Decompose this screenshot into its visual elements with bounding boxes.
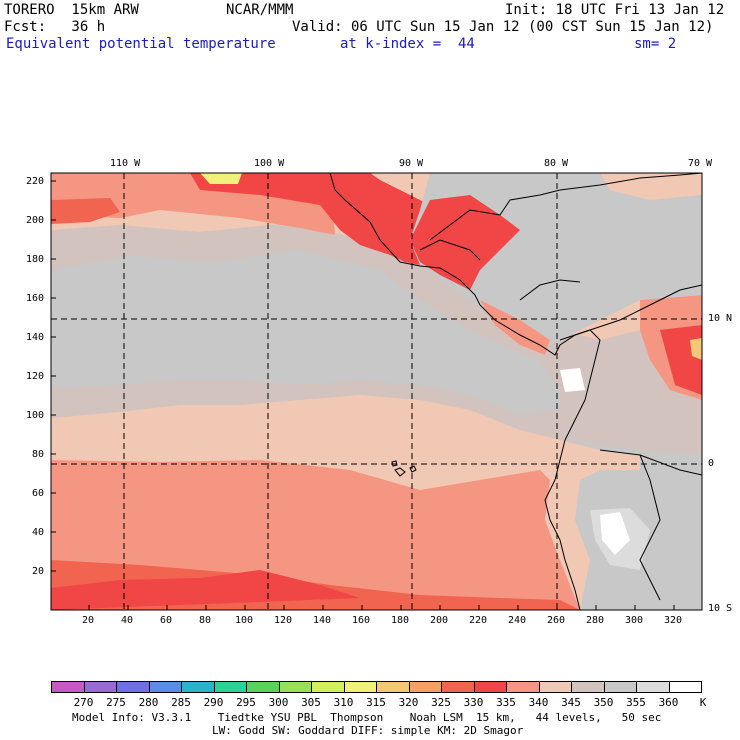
x-tick-label: 260 bbox=[547, 615, 566, 626]
x-tick-label: 180 bbox=[391, 615, 410, 626]
lat-label: 10 N bbox=[708, 313, 733, 324]
colorbar-swatch bbox=[668, 681, 702, 693]
colorbar-label: 335 bbox=[496, 696, 516, 709]
colorbar-swatch bbox=[278, 681, 312, 693]
colorbar-swatch bbox=[246, 681, 280, 693]
colorbar-swatch bbox=[83, 681, 117, 693]
colorbar-label: 285 bbox=[171, 696, 191, 709]
x-tick-label: 60 bbox=[160, 615, 173, 626]
smoothing-info: sm= 2 bbox=[634, 36, 677, 52]
colorbar-swatch bbox=[116, 681, 150, 693]
y-tick-label: 100 bbox=[26, 410, 45, 421]
x-tick-label: 160 bbox=[352, 615, 371, 626]
x-tick-label: 40 bbox=[121, 615, 134, 626]
lon-label: 100 W bbox=[254, 158, 285, 169]
x-tick-label: 80 bbox=[199, 615, 212, 626]
lon-label: 110 W bbox=[110, 158, 141, 169]
colorbar-label: 280 bbox=[138, 696, 159, 709]
lat-label: 0 bbox=[708, 458, 715, 469]
colorbar-swatch bbox=[51, 681, 85, 693]
y-tick-label: 180 bbox=[26, 254, 45, 265]
x-tick-label: 220 bbox=[469, 615, 488, 626]
colorbar-label: 310 bbox=[333, 696, 354, 709]
colorbar-label: 290 bbox=[203, 696, 224, 709]
x-tick-label: 200 bbox=[430, 615, 449, 626]
level-info: at k-index = 44 bbox=[340, 36, 475, 52]
y-tick-label: 80 bbox=[32, 449, 45, 460]
model-info-line-1: Model Info: V3.3.1 Tiedtke YSU PBL Thomp… bbox=[72, 711, 662, 724]
y-tick-label: 140 bbox=[26, 332, 45, 343]
lat-label: 10 S bbox=[708, 603, 733, 614]
x-tick-label: 120 bbox=[274, 615, 293, 626]
colorbar-swatch bbox=[148, 681, 182, 693]
colorbar-swatch bbox=[473, 681, 507, 693]
colorbar-swatch bbox=[636, 681, 670, 693]
y-tick-label: 20 bbox=[32, 566, 45, 577]
field-name: Equivalent potential temperature bbox=[6, 36, 276, 52]
colorbar-swatch bbox=[538, 681, 572, 693]
colorbar-swatch bbox=[181, 681, 215, 693]
colorbar-label: 305 bbox=[301, 696, 321, 709]
x-tick-label: 300 bbox=[625, 615, 644, 626]
y-tick-label: 120 bbox=[26, 371, 45, 382]
colorbar-swatch bbox=[603, 681, 637, 693]
colorbar-label: 275 bbox=[106, 696, 126, 709]
colorbar-label: 320 bbox=[398, 696, 419, 709]
lon-label: 90 W bbox=[399, 158, 424, 169]
colorbar-label: 345 bbox=[561, 696, 581, 709]
y-tick-label: 40 bbox=[32, 527, 45, 538]
y-tick-label: 200 bbox=[26, 215, 45, 226]
colorbar-label: 300 bbox=[268, 696, 289, 709]
colorbar-swatch bbox=[343, 681, 377, 693]
colorbar-label: 350 bbox=[593, 696, 614, 709]
init-time: Init: 18 UTC Fri 13 Jan 12 bbox=[505, 2, 725, 18]
colorbar-swatch bbox=[571, 681, 605, 693]
colorbar-swatch bbox=[213, 681, 247, 693]
forecast-hour: Fcst: 36 h bbox=[4, 19, 106, 35]
colorbar-label: 330 bbox=[463, 696, 484, 709]
model-info-line-2: LW: Godd SW: Goddard DIFF: simple KM: 2D… bbox=[212, 724, 524, 737]
colorbar-label: 325 bbox=[431, 696, 451, 709]
y-tick-label: 60 bbox=[32, 488, 45, 499]
y-tick-label: 220 bbox=[26, 176, 45, 187]
colorbar-label: 315 bbox=[366, 696, 386, 709]
lon-label: 80 W bbox=[544, 158, 569, 169]
colorbar-swatch bbox=[376, 681, 410, 693]
colorbar-label: 295 bbox=[236, 696, 256, 709]
x-tick-label: 280 bbox=[586, 615, 605, 626]
x-tick-label: 140 bbox=[313, 615, 332, 626]
colorbar-label: 270 bbox=[73, 696, 94, 709]
colorbar-unit: K bbox=[699, 696, 707, 709]
lon-label: 70 W bbox=[688, 158, 713, 169]
y-tick-label: 160 bbox=[26, 293, 45, 304]
colorbar-swatch bbox=[408, 681, 442, 693]
colorbar-label: 360 bbox=[658, 696, 679, 709]
colorbar-swatch bbox=[441, 681, 475, 693]
org-label: NCAR/MMM bbox=[226, 2, 294, 18]
colorbar-swatch bbox=[311, 681, 345, 693]
valid-time: Valid: 06 UTC Sun 15 Jan 12 (00 CST Sun … bbox=[292, 19, 714, 35]
model-title: TORERO 15km ARW bbox=[4, 2, 139, 18]
x-tick-label: 100 bbox=[235, 615, 254, 626]
x-tick-label: 20 bbox=[82, 615, 95, 626]
colorbar-label: 340 bbox=[528, 696, 549, 709]
colorbar-label: 355 bbox=[626, 696, 646, 709]
colorbar-swatch bbox=[506, 681, 540, 693]
x-tick-label: 240 bbox=[508, 615, 527, 626]
x-tick-label: 320 bbox=[664, 615, 683, 626]
